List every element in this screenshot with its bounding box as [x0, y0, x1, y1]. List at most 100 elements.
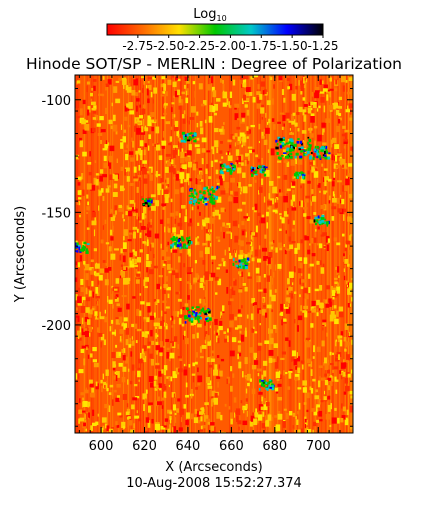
heatmap-cell	[277, 176, 281, 179]
heatmap-cell	[195, 178, 198, 185]
heatmap-cell	[130, 351, 133, 357]
heatmap-cell	[120, 142, 124, 149]
heatmap-cell	[338, 354, 340, 360]
heatmap-cell	[173, 426, 177, 433]
heatmap-cell	[179, 183, 184, 187]
heatmap-cell	[155, 326, 157, 330]
heatmap-cell	[164, 418, 169, 422]
heatmap-cell	[308, 287, 311, 293]
heatmap-cell	[120, 188, 125, 191]
heatmap-cell	[279, 246, 283, 251]
heatmap-cell	[300, 89, 303, 95]
heatmap-feature-cell	[264, 166, 268, 169]
heatmap-cell	[164, 226, 166, 233]
heatmap-cell	[77, 330, 82, 338]
heatmap-cell	[283, 154, 287, 158]
heatmap-cell	[197, 420, 201, 424]
heatmap-feature-cell	[182, 243, 186, 247]
heatmap-feature-cell	[300, 171, 303, 174]
heatmap-feature-cell	[201, 196, 205, 200]
heatmap-stripe	[180, 75, 182, 433]
heatmap-cell	[236, 415, 239, 423]
heatmap-cell	[289, 128, 291, 131]
heatmap-cell	[89, 392, 92, 398]
heatmap-feature-cell	[296, 141, 300, 144]
heatmap-cell	[254, 331, 258, 334]
heatmap-cell	[228, 247, 230, 252]
heatmap-cell	[327, 404, 331, 412]
heatmap-cell	[329, 301, 332, 307]
heatmap-cell	[338, 275, 340, 279]
heatmap-cell	[261, 131, 264, 138]
heatmap-cell	[261, 396, 264, 402]
heatmap-cell	[346, 284, 349, 288]
heatmap-stripe	[305, 75, 307, 433]
heatmap-feature-cell	[246, 262, 249, 266]
heatmap-cell	[108, 299, 113, 304]
heatmap-cell	[337, 180, 342, 183]
heatmap-cell	[326, 94, 329, 101]
heatmap-stripe	[181, 75, 183, 433]
heatmap-cell	[148, 402, 153, 405]
heatmap-cell	[217, 337, 220, 344]
heatmap-feature-cell	[192, 199, 196, 203]
heatmap-stripe	[290, 75, 292, 433]
heatmap-cell	[114, 389, 117, 393]
heatmap-cell	[163, 83, 167, 91]
heatmap-cell	[174, 218, 177, 224]
heatmap-cell	[136, 273, 141, 277]
heatmap-cell	[161, 397, 166, 401]
heatmap-cell	[210, 76, 214, 84]
heatmap-cell	[125, 167, 130, 172]
heatmap-cell	[86, 183, 92, 190]
heatmap-cell	[169, 352, 175, 359]
heatmap-cell	[115, 278, 120, 284]
heatmap-cell	[289, 132, 295, 135]
heatmap-cell	[175, 211, 179, 216]
heatmap-cell	[244, 104, 248, 108]
heatmap-cell	[332, 369, 334, 373]
heatmap-cell	[150, 261, 152, 265]
heatmap-cell	[143, 355, 147, 363]
heatmap-feature-cell	[254, 170, 258, 173]
heatmap-cell	[208, 228, 211, 236]
heatmap-cell	[238, 289, 243, 293]
heatmap-cell	[242, 172, 246, 178]
heatmap-cell	[303, 207, 308, 210]
heatmap-cell	[144, 430, 149, 433]
heatmap-feature-cell	[220, 170, 224, 174]
heatmap-feature-cell	[282, 137, 285, 140]
heatmap-cell	[254, 302, 258, 306]
heatmap-cell	[252, 96, 256, 103]
heatmap-cell	[259, 323, 262, 326]
heatmap-cell	[77, 296, 82, 304]
heatmap-cell	[283, 195, 288, 203]
heatmap-cell	[202, 299, 206, 306]
heatmap-cell	[348, 193, 353, 199]
heatmap-cell	[229, 320, 234, 328]
heatmap-cell	[141, 226, 146, 230]
heatmap-cell	[102, 76, 105, 80]
heatmap-cell	[169, 424, 172, 431]
heatmap-cell	[191, 206, 194, 211]
heatmap-feature-cell	[216, 185, 219, 190]
heatmap-cell	[128, 416, 131, 419]
heatmap-cell	[247, 382, 250, 387]
heatmap-cell	[340, 76, 346, 83]
heatmap-feature-cell	[183, 139, 187, 143]
heatmap-cell	[79, 326, 82, 333]
heatmap-cell	[178, 137, 182, 143]
heatmap-feature-cell	[288, 147, 292, 152]
heatmap-feature-cell	[198, 320, 200, 323]
heatmap-cell	[173, 242, 177, 249]
heatmap-cell	[303, 104, 308, 107]
heatmap-cell	[267, 257, 271, 264]
heatmap-cell	[194, 273, 199, 281]
heatmap-cell	[178, 318, 182, 325]
heatmap-cell	[167, 228, 171, 233]
heatmap-cell	[164, 91, 168, 97]
heatmap-cell	[250, 313, 254, 320]
heatmap-cell	[346, 175, 350, 180]
heatmap-cell	[121, 376, 126, 383]
heatmap-cell	[331, 154, 334, 161]
